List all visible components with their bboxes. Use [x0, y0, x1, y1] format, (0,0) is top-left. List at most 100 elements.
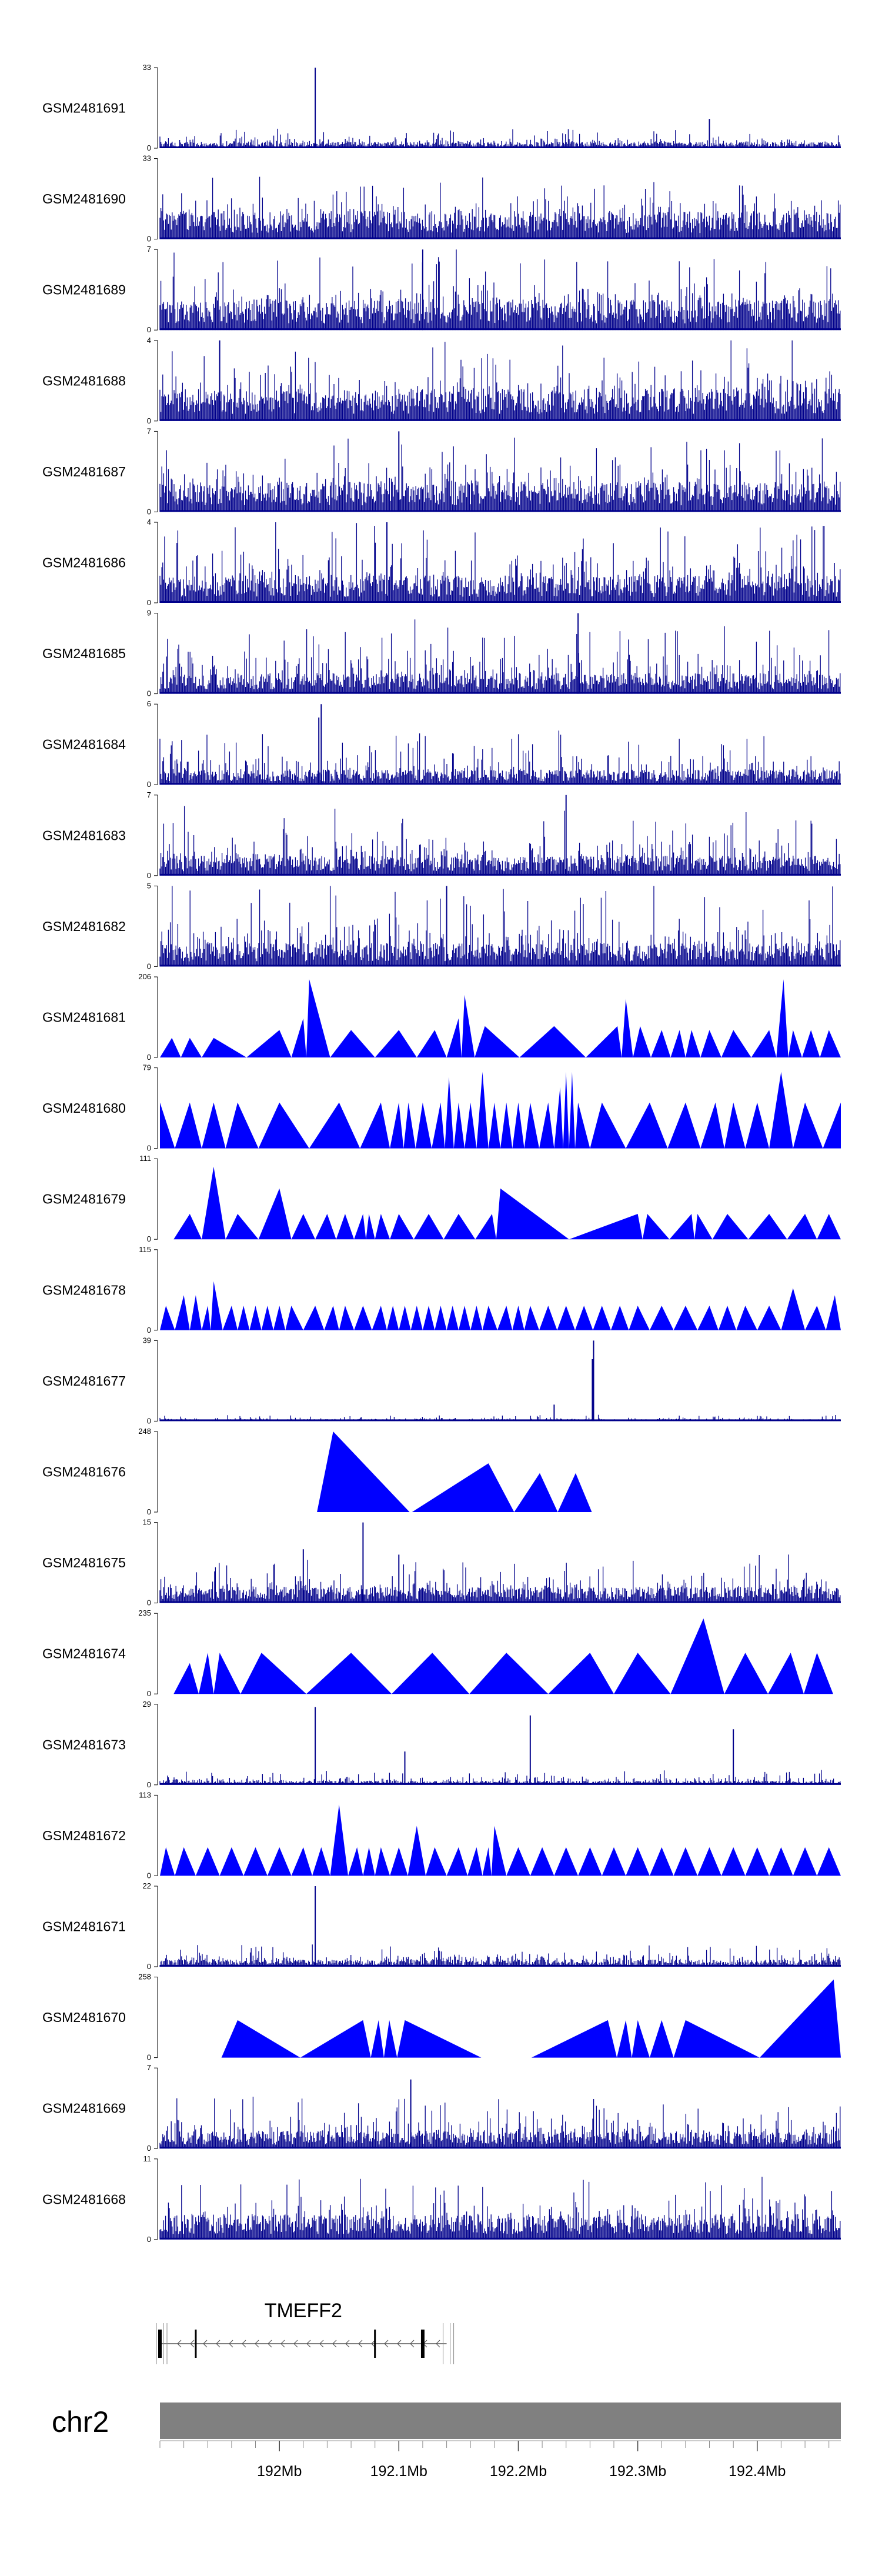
track-label: GSM2481681	[42, 1010, 126, 1025]
gene-exon	[374, 2330, 376, 2358]
y-axis-max-label: 111	[139, 1154, 151, 1163]
peak	[238, 1306, 250, 1330]
peak	[435, 1306, 447, 1330]
peak	[375, 1214, 390, 1240]
axis-tick-label: 192.2Mb	[490, 2463, 547, 2480]
peak	[315, 1214, 336, 1240]
track-GSM2481676: GSM2481676 248 0	[42, 1427, 592, 1516]
chromosome-band	[160, 2403, 841, 2439]
track-label: GSM2481673	[42, 1737, 126, 1752]
peak	[524, 1306, 539, 1330]
y-axis-min-label: 0	[147, 1871, 151, 1880]
coverage-baseline	[160, 783, 841, 785]
y-axis-min-label: 0	[147, 1234, 151, 1243]
peak	[673, 2020, 760, 2058]
peak	[446, 1847, 468, 1876]
peak	[531, 2020, 617, 2058]
peak	[258, 1188, 292, 1240]
track-GSM2481673: GSM2481673 29 0	[42, 1700, 841, 1789]
y-axis-max-label: 4	[147, 518, 151, 526]
gene-track: TMEFF2	[156, 2300, 455, 2364]
track-GSM2481683: GSM2481683 7 0	[42, 790, 841, 880]
peak	[475, 1026, 520, 1057]
peak	[397, 2020, 482, 2058]
peak	[173, 1214, 202, 1240]
y-axis-min-label: 0	[147, 2053, 151, 2062]
strand-arrow-icon	[358, 2340, 363, 2348]
peak	[366, 1214, 375, 1240]
track-label: GSM2481690	[42, 191, 126, 206]
strand-arrow-icon	[177, 2340, 182, 2348]
track-GSM2481672: GSM2481672 113 0	[42, 1790, 841, 1880]
peak	[768, 1653, 804, 1694]
peak	[219, 1847, 244, 1876]
track-GSM2481680: GSM2481680 79 0	[42, 1063, 841, 1153]
gene-exon	[420, 2330, 425, 2358]
peak	[718, 1306, 737, 1330]
peak	[476, 1072, 489, 1149]
peak	[787, 1214, 817, 1240]
coverage-baseline	[160, 237, 841, 239]
peak	[712, 1214, 749, 1240]
peak	[802, 1030, 820, 1057]
peak	[446, 1306, 459, 1330]
peak	[453, 1102, 465, 1149]
peak	[673, 1306, 698, 1330]
axis-tick-label: 192.1Mb	[370, 2463, 427, 2480]
track-GSM2481682: GSM2481682 5 0	[42, 881, 841, 970]
strand-arrow-icon	[280, 2340, 285, 2348]
track-label: GSM2481671	[42, 1919, 126, 1934]
peak	[222, 1306, 238, 1330]
peak	[817, 1847, 841, 1876]
gene-label-tmeff2: TMEFF2	[265, 2300, 342, 2322]
peak	[667, 1102, 701, 1149]
strand-arrow-icon	[268, 2340, 272, 2348]
peak	[491, 1826, 507, 1876]
strand-arrow-icon	[242, 2340, 246, 2348]
track-label: GSM2481679	[42, 1192, 126, 1207]
track-GSM2481684: GSM2481684 6 0	[42, 699, 841, 789]
peak	[506, 1847, 530, 1876]
peak	[575, 1306, 593, 1330]
peak	[426, 1847, 447, 1876]
strand-arrow-icon	[190, 2340, 195, 2348]
peak	[469, 1653, 549, 1694]
strand-arrow-icon	[319, 2340, 324, 2348]
y-axis-min-label: 0	[147, 689, 151, 698]
y-axis-min-label: 0	[147, 1962, 151, 1971]
strand-arrow-icon	[345, 2340, 350, 2348]
y-axis-max-label: 113	[139, 1790, 151, 1799]
genome-axis: 192Mb 192.1Mb 192.2Mb 192.3Mb 192.4Mb	[159, 2440, 841, 2480]
peak	[554, 1087, 563, 1149]
peak	[694, 1214, 713, 1240]
y-axis-max-label: 4	[147, 336, 151, 345]
peak	[160, 1847, 175, 1876]
coverage-bars	[159, 619, 841, 694]
peak	[383, 2020, 397, 2058]
peak	[626, 1102, 668, 1149]
peak	[173, 1663, 199, 1694]
peak	[826, 1295, 841, 1330]
peak	[769, 1847, 793, 1876]
peak	[575, 1102, 590, 1149]
peak	[651, 1030, 671, 1057]
coverage-bars	[159, 1944, 841, 1967]
peak	[496, 1188, 569, 1240]
peak	[306, 979, 330, 1057]
track-label: GSM2481668	[42, 2191, 126, 2207]
y-axis-max-label: 7	[147, 790, 151, 799]
peak	[445, 1077, 454, 1149]
y-axis-min-label: 0	[147, 144, 151, 152]
track-GSM2481685: GSM2481685 9 0	[42, 609, 841, 698]
track-label: GSM2481670	[42, 2010, 126, 2025]
peak	[500, 1102, 513, 1149]
peak	[285, 1306, 303, 1330]
y-axis-max-label: 33	[143, 63, 151, 72]
peak	[336, 1214, 355, 1240]
peak	[793, 1847, 817, 1876]
coverage-bars	[159, 249, 841, 331]
peak	[467, 1847, 483, 1876]
peak	[593, 1306, 611, 1330]
chromosome-label: chr2	[52, 2405, 109, 2438]
